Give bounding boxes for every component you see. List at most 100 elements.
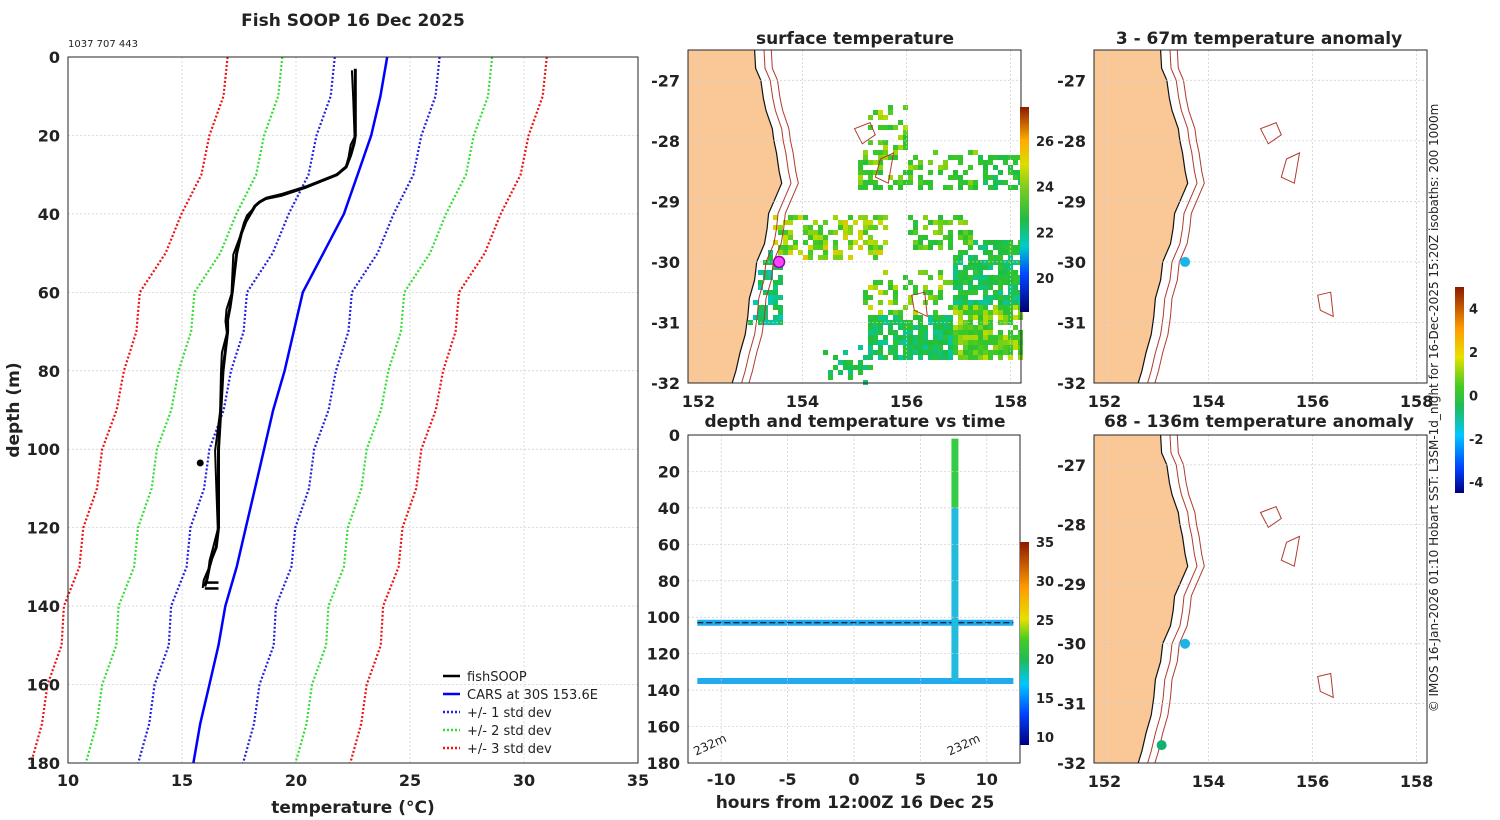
sst-cell <box>998 180 1003 185</box>
time-y-tick: 140 <box>647 681 680 700</box>
sst-cell <box>868 330 873 335</box>
sst-cell <box>878 315 883 320</box>
sst-cell <box>938 165 943 170</box>
profile-x-tick: 25 <box>399 771 421 790</box>
sst-cell <box>873 240 878 245</box>
sst-cell <box>848 225 853 230</box>
sst-cell <box>978 260 983 265</box>
sst-cell <box>868 140 873 145</box>
sst-cell <box>963 310 968 315</box>
map-y-tick: -32 <box>1057 754 1086 773</box>
sst-cell <box>858 170 863 175</box>
sst-cells <box>748 105 1023 385</box>
sst-cell <box>918 315 923 320</box>
sst-cell <box>768 255 773 260</box>
seamount-isobath <box>1317 672 1334 699</box>
sst-cell <box>998 280 1003 285</box>
sst-cell <box>893 150 898 155</box>
sst-cell <box>883 150 888 155</box>
time-y-tick: 60 <box>658 535 680 554</box>
sst-cell <box>923 325 928 330</box>
sst-cell <box>933 220 938 225</box>
sst-cell <box>953 265 958 270</box>
sst-cell <box>933 350 938 355</box>
sst-cell <box>823 250 828 255</box>
sst-cell <box>998 240 1003 245</box>
sst-cell <box>868 335 873 340</box>
sst-cell <box>858 245 863 250</box>
sst-cell <box>823 350 828 355</box>
sst-cell <box>1013 325 1018 330</box>
sst-cell <box>993 345 998 350</box>
sst-cell <box>863 365 868 370</box>
isobath-200m <box>1147 434 1198 764</box>
sst-cell <box>893 330 898 335</box>
sst-cell <box>1008 315 1013 320</box>
std-3-high-line <box>349 56 548 764</box>
sst-cell <box>953 260 958 265</box>
sst-cell <box>938 220 943 225</box>
sst-cell <box>778 245 783 250</box>
sst-cell <box>908 170 913 175</box>
sst-cell <box>908 320 913 325</box>
sst-cell <box>958 305 963 310</box>
sst-cell <box>993 180 998 185</box>
sst-cell <box>863 160 868 165</box>
sst-cell <box>908 165 913 170</box>
sst-cell <box>978 355 983 360</box>
sst-cell <box>958 285 963 290</box>
sst-cell <box>948 315 953 320</box>
sst-cell <box>908 340 913 345</box>
sst-cell <box>1003 250 1008 255</box>
sst-cell <box>948 245 953 250</box>
sst-cell <box>968 240 973 245</box>
sst-cell <box>888 280 893 285</box>
sst-cell <box>978 285 983 290</box>
sst-cell <box>933 330 938 335</box>
sst-cell <box>933 315 938 320</box>
sst-cell <box>763 315 768 320</box>
sst-cell <box>1008 350 1013 355</box>
sst-cell <box>943 340 948 345</box>
sst-cell <box>873 215 878 220</box>
sst-cell <box>898 355 903 360</box>
sst-cell <box>1008 290 1013 295</box>
profile-y-tick: 40 <box>38 205 60 224</box>
sst-cell <box>998 275 1003 280</box>
sst-cell <box>888 320 893 325</box>
sst-cell <box>958 280 963 285</box>
sst-cell <box>873 280 878 285</box>
sst-cell <box>1013 270 1018 275</box>
sst-cell <box>963 345 968 350</box>
sst-cell <box>878 340 883 345</box>
sst-cell <box>978 330 983 335</box>
sst-cell <box>803 215 808 220</box>
sst-cell <box>848 245 853 250</box>
sst-cell <box>973 310 978 315</box>
sst-cell <box>823 220 828 225</box>
sst-cell <box>918 160 923 165</box>
sst-cell <box>878 245 883 250</box>
sst-cell <box>988 250 993 255</box>
sst-cell <box>788 235 793 240</box>
sst-cell <box>938 325 943 330</box>
sst-cell <box>978 340 983 345</box>
sst-cell <box>1013 345 1018 350</box>
sst-cell <box>878 300 883 305</box>
sst-cell <box>808 245 813 250</box>
sst-cell <box>888 310 893 315</box>
map-x-tick: 158 <box>1400 772 1433 791</box>
sst-cell <box>908 335 913 340</box>
sst-colorbar-tick: 22 <box>1036 226 1054 241</box>
sst-cell <box>938 285 943 290</box>
sst-cell <box>893 290 898 295</box>
sst-cell <box>978 315 983 320</box>
sst-cell <box>998 300 1003 305</box>
sst-cell <box>908 175 913 180</box>
sst-cell <box>903 340 908 345</box>
sst-cell <box>953 350 958 355</box>
sst-cell <box>983 290 988 295</box>
profile-y-tick: 80 <box>38 362 60 381</box>
sst-cell <box>868 235 873 240</box>
sst-cell <box>898 120 903 125</box>
